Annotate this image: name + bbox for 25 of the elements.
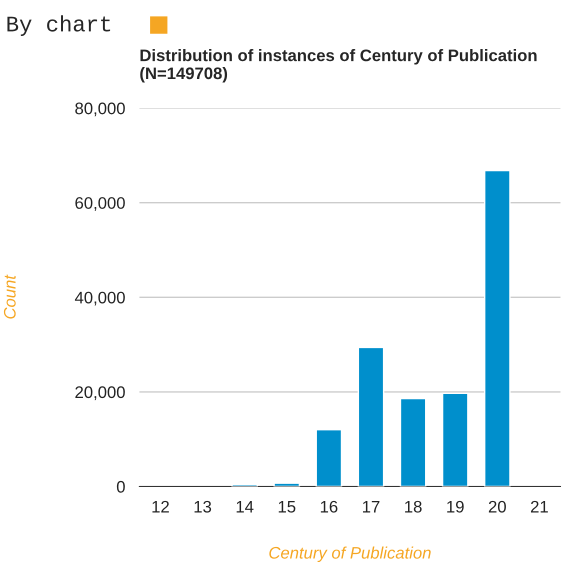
x-tick-label: 20 [488,500,506,513]
chart-title: Distribution of instances of Century of Publication (N=149708) [140,49,537,83]
bar [484,170,511,486]
x-tick-label: 19 [447,500,464,513]
x-tick-label: 14 [236,500,254,512]
bar [400,398,426,486]
y-axis-title: Count [4,274,16,319]
text: By chart [7,15,110,36]
x-tick-label: 13 [194,500,212,513]
x-tick-label: 18 [405,500,422,513]
y-tick-label: 40,000 [74,292,125,306]
x-tick-label: 21 [530,500,548,512]
x-tick-label: 12 [152,500,169,512]
bar [442,392,469,486]
bar [273,482,300,486]
x-tick-label: 16 [320,500,338,513]
bar [316,429,342,486]
y-tick-label: 0 [116,480,125,493]
x-tick-label: 17 [362,500,380,512]
x-tick-label: 15 [278,500,296,513]
y-tick-label: 20,000 [75,386,125,400]
y-tick-label: 60,000 [75,197,125,211]
bar [358,346,384,486]
x-axis-title: Century of Publication [269,546,431,562]
y-tick-label: 80,000 [75,102,125,116]
